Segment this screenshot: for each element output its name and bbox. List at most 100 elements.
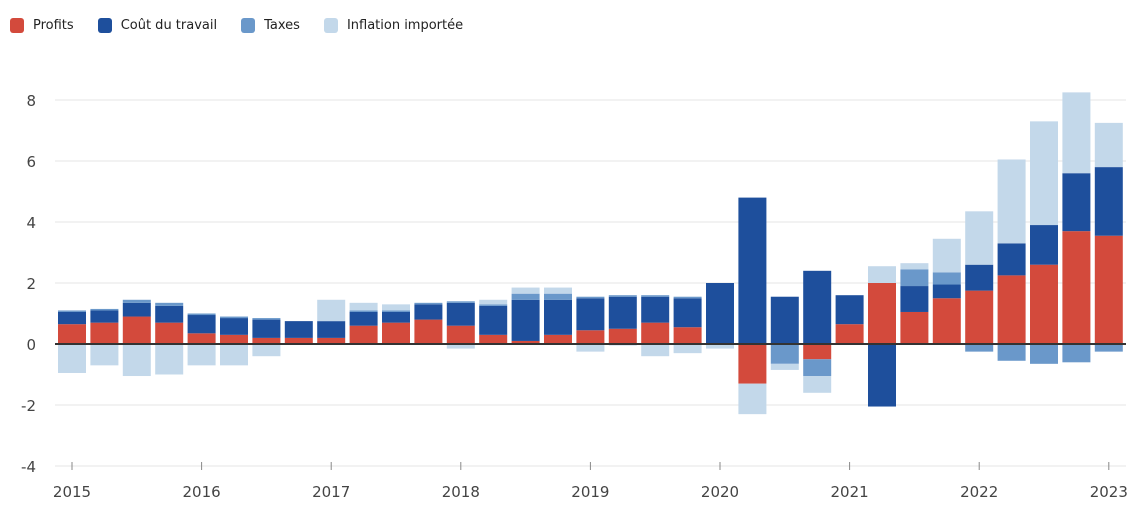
y-tick-label: 8	[26, 92, 36, 110]
legend-swatch-inflation-importee	[323, 18, 338, 33]
bar-segment	[1094, 122, 1123, 168]
bar-segment	[835, 324, 864, 344]
bar-segment	[58, 311, 86, 325]
x-tick-label: 2015	[53, 483, 91, 501]
bar-segment	[90, 308, 119, 311]
bar-segment	[187, 315, 216, 334]
bar-segment	[770, 296, 799, 344]
bar-segment	[576, 344, 605, 352]
bar-segment	[58, 310, 86, 312]
bar-segment	[187, 333, 216, 344]
bar-segment	[511, 340, 540, 344]
bar-segment	[349, 311, 378, 326]
bar-segment	[997, 159, 1026, 244]
bar-segment	[414, 304, 443, 320]
bar-segment	[284, 321, 313, 338]
bar-segment	[382, 311, 410, 323]
legend-item-taxes: Taxes	[241, 18, 300, 33]
bar-segment	[446, 325, 475, 344]
bar-segment	[738, 344, 767, 384]
bar-segment	[511, 299, 540, 341]
bar-segment	[673, 327, 702, 344]
bar-segment	[673, 344, 702, 354]
y-tick-label: -2	[21, 397, 36, 415]
bar-segment	[90, 310, 119, 323]
bar-segment	[706, 283, 734, 344]
x-tick-label: 2017	[312, 483, 350, 501]
bar-segment	[932, 284, 961, 299]
bar-segment	[997, 275, 1026, 344]
bar-segment	[1094, 167, 1123, 236]
bar-segment	[317, 299, 346, 322]
bar-segment	[252, 337, 281, 344]
bar-segment	[122, 299, 151, 303]
bar-segment	[770, 363, 799, 370]
bar-segment	[155, 322, 184, 344]
bar-segment	[706, 344, 734, 349]
bar-segment	[544, 299, 572, 335]
bar-segment	[479, 305, 508, 335]
bar-segment	[349, 310, 378, 312]
bar-segment	[868, 344, 896, 407]
legend-swatch-profits	[10, 18, 24, 33]
bar-segment	[349, 302, 378, 311]
y-tick-label: 6	[26, 153, 36, 171]
bar-segment	[965, 290, 994, 344]
y-tick-label: 0	[26, 336, 36, 354]
bar-segment	[220, 316, 248, 319]
bars	[58, 92, 1123, 415]
bar-segment	[155, 344, 184, 375]
bar-segment	[382, 310, 410, 312]
bar-segment	[608, 295, 637, 297]
bar-segment	[252, 344, 281, 357]
bar-segment	[122, 316, 151, 344]
legend-label-profits: Profits	[33, 18, 74, 33]
y-tick-label: 4	[26, 214, 36, 232]
bar-segment	[349, 325, 378, 344]
bar-segment	[317, 337, 346, 344]
bar-segment	[220, 344, 248, 366]
bar-segment	[1062, 173, 1091, 232]
bar-segment	[155, 302, 184, 306]
bar-segment	[803, 376, 832, 393]
bar-segment	[1030, 121, 1058, 226]
y-tick-label: 2	[26, 275, 36, 293]
bar-segment	[835, 295, 864, 325]
legend-label-taxes: Taxes	[264, 18, 300, 33]
bar-segment	[673, 298, 702, 328]
bar-segment	[576, 296, 605, 299]
bar-segment	[446, 344, 475, 349]
y-axis-ticks: 8 6 4 2 0 -2 -4	[21, 92, 36, 476]
legend-swatch-cout-du-travail	[97, 18, 112, 33]
bar-segment	[90, 322, 119, 344]
x-tick-label: 2018	[442, 483, 480, 501]
bar-segment	[1062, 92, 1091, 174]
bar-segment	[738, 383, 767, 415]
x-tick-label: 2020	[701, 483, 739, 501]
bar-segment	[997, 344, 1026, 361]
legend-label-cout-du-travail: Coût du travail	[120, 18, 218, 33]
bar-segment	[641, 296, 670, 323]
bar-segment	[155, 305, 184, 323]
bar-segment	[382, 304, 410, 311]
bar-segment	[220, 334, 248, 344]
bar-segment	[641, 322, 670, 344]
legend-label-inflation-importee: Inflation importée	[346, 18, 464, 33]
bar-segment	[608, 328, 637, 344]
bar-segment	[479, 334, 508, 344]
bar-segment	[252, 318, 281, 320]
bar-segment	[738, 197, 767, 344]
bar-segment	[803, 359, 832, 377]
bar-segment	[544, 287, 572, 294]
bar-segment	[900, 311, 929, 344]
bar-segment	[284, 337, 313, 344]
bar-segment	[868, 283, 896, 344]
bar-segment	[317, 321, 346, 338]
bar-segment	[997, 243, 1026, 276]
bar-segment	[900, 269, 929, 287]
bar-segment	[414, 302, 443, 305]
x-tick-label: 2016	[183, 483, 221, 501]
bar-segment	[511, 293, 540, 300]
bar-segment	[544, 293, 572, 300]
